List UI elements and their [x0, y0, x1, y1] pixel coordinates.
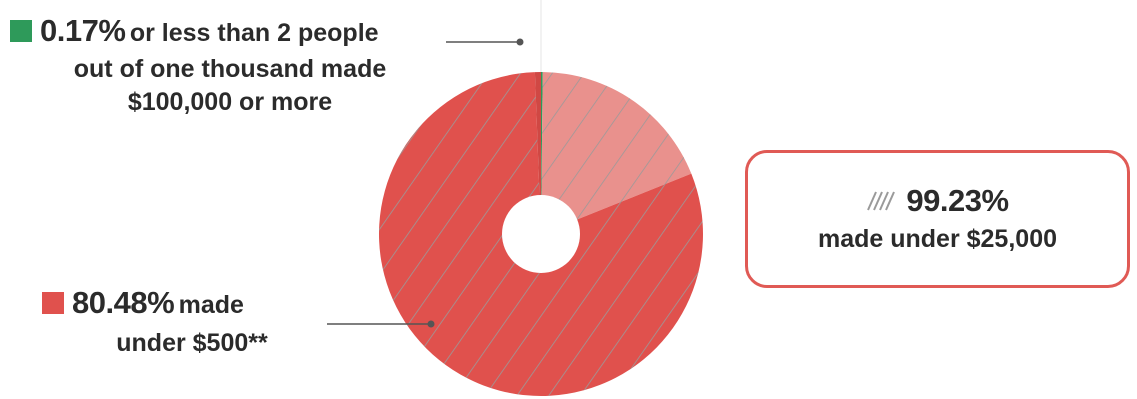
callout-box: 99.23% made under $25,000 [745, 150, 1130, 288]
callout-text: made under $25,000 [817, 225, 1057, 253]
top-leader-dot [516, 38, 524, 46]
slice-hatch-under25k_rest [541, 72, 692, 234]
donut-hole [502, 195, 580, 273]
red-swatch [42, 292, 64, 314]
top-annotation: 0.17% or less than 2 people out of one t… [10, 14, 450, 119]
bottom-leader-dot [427, 320, 435, 328]
callout-value: 99.23% [906, 183, 1009, 218]
bottom-value: 80.48% [72, 285, 175, 320]
top-text-a: or less than 2 people [129, 19, 379, 47]
hatch-icon [867, 191, 896, 211]
bottom-text-a: made [178, 291, 244, 319]
bottom-annotation: 80.48% made under $500** [42, 286, 342, 360]
green-swatch [10, 20, 32, 42]
bottom-text-b: under $500** [116, 329, 268, 357]
top-value: 0.17% [40, 13, 126, 48]
slice-100k [541, 72, 543, 234]
slice-other [534, 72, 541, 234]
top-text-b: out of one thousand made [73, 55, 387, 83]
top-text-c: $100,000 or more [127, 88, 333, 116]
